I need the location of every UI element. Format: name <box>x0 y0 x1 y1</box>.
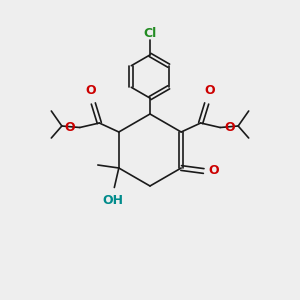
Text: O: O <box>225 121 235 134</box>
Text: O: O <box>65 121 75 134</box>
Text: O: O <box>204 85 215 98</box>
Text: O: O <box>85 85 96 98</box>
Text: Cl: Cl <box>143 27 157 40</box>
Text: O: O <box>208 164 219 178</box>
Text: OH: OH <box>102 194 123 206</box>
